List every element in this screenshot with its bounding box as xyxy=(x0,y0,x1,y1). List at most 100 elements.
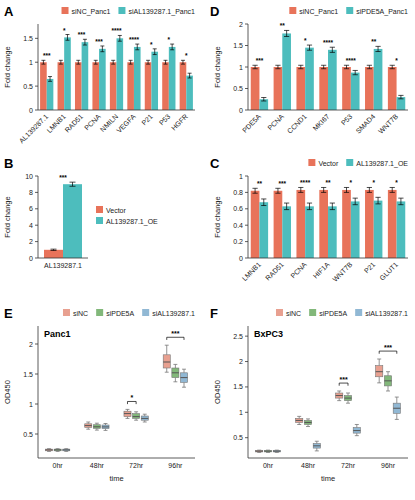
error-bar xyxy=(118,35,122,41)
x-tick-label: GLUT1 xyxy=(378,261,399,282)
box xyxy=(133,414,140,419)
median xyxy=(85,425,92,426)
y-tick-label: 2 xyxy=(29,341,33,348)
panel-label: D xyxy=(210,4,219,19)
error-bar xyxy=(153,49,157,55)
legend-swatch xyxy=(276,309,283,316)
error-bar xyxy=(390,65,395,68)
bar xyxy=(305,206,314,258)
y-tick-label: 0.5 xyxy=(23,431,33,438)
significance-stars: *** xyxy=(95,38,103,45)
y-axis xyxy=(248,326,249,458)
legend-label: siPDE5A xyxy=(106,310,134,317)
significance-stars: ** xyxy=(280,22,286,29)
error-bar xyxy=(83,39,87,45)
legend-label: siNC xyxy=(286,310,301,317)
bar xyxy=(117,38,124,110)
y-tick-label: 0.6 xyxy=(233,205,243,212)
whisker-high xyxy=(346,393,350,396)
x-axis xyxy=(248,258,408,259)
error-bar xyxy=(76,60,80,64)
box xyxy=(256,450,263,451)
y-tick xyxy=(245,110,248,111)
panel-label: E xyxy=(4,306,13,321)
y-axis-label: OD450 xyxy=(3,380,12,404)
x-tick-label: RAD51 xyxy=(63,113,84,134)
error-bar xyxy=(330,47,335,52)
median xyxy=(102,426,109,427)
y-tick-label: 1 xyxy=(239,64,243,71)
whisker-high xyxy=(182,369,186,373)
median xyxy=(304,422,311,423)
median xyxy=(93,426,100,427)
y-axis xyxy=(38,176,39,258)
y-tick xyxy=(245,258,248,259)
x-tick-label: LMNB1 xyxy=(241,261,263,283)
y-tick xyxy=(35,192,38,193)
y-tick xyxy=(35,208,38,209)
bar xyxy=(75,62,82,110)
x-tick-label: MKI67 xyxy=(311,113,330,132)
bar xyxy=(319,67,328,110)
legend: VectorAL139287.1_OE xyxy=(96,206,158,226)
bar xyxy=(127,62,134,110)
box xyxy=(45,449,52,451)
error-bar xyxy=(188,73,192,78)
bar xyxy=(186,76,193,110)
x-axis xyxy=(38,258,88,259)
error-bar xyxy=(344,187,349,192)
y-tick-label: 1 xyxy=(29,401,33,408)
y-tick xyxy=(35,86,38,87)
error-bar xyxy=(275,65,280,68)
legend-swatch xyxy=(308,159,315,166)
bar xyxy=(374,49,383,110)
x-axis xyxy=(38,110,195,111)
bar xyxy=(397,201,406,258)
y-tick-label: 0.8 xyxy=(233,189,243,196)
bar xyxy=(63,184,82,258)
median xyxy=(54,449,61,450)
median xyxy=(172,372,179,373)
whisker-high xyxy=(315,441,319,443)
error-bar xyxy=(94,60,98,64)
significance-stars: *** xyxy=(384,344,392,351)
bar xyxy=(374,201,383,258)
y-axis-label: Fold change xyxy=(213,46,222,87)
y-tick-label: 0.5 xyxy=(233,434,243,441)
box xyxy=(273,450,280,451)
legend-swatch xyxy=(289,7,296,14)
legend-swatch xyxy=(96,217,103,224)
error-bar xyxy=(367,65,372,68)
legend-swatch xyxy=(346,159,353,166)
x-tick-label: P21 xyxy=(363,261,377,275)
error-bar xyxy=(275,188,280,193)
box xyxy=(85,424,92,428)
y-axis-label: Fold change xyxy=(3,196,12,237)
bar xyxy=(328,206,337,258)
plot-area xyxy=(44,182,82,258)
legend: siNC_Panc1siPDE5A_Panc1 xyxy=(289,7,408,16)
whisker-high xyxy=(337,391,341,393)
legend-swatch xyxy=(96,206,103,213)
median xyxy=(124,413,131,414)
whisker-low xyxy=(315,448,319,451)
x-tick-label: VEGFA xyxy=(115,113,137,135)
median xyxy=(256,451,263,452)
bar xyxy=(251,67,260,110)
legend-swatch xyxy=(309,309,316,316)
y-tick xyxy=(245,88,248,89)
y-tick-label: 0.5 xyxy=(23,83,33,90)
error-bar xyxy=(353,70,358,74)
error-bar xyxy=(298,65,303,68)
x-tick-label: WNT7B xyxy=(377,113,400,136)
box xyxy=(304,420,311,424)
legend-swatch xyxy=(355,309,362,316)
significance-stars: *** xyxy=(78,31,86,38)
y-tick xyxy=(245,208,248,209)
y-tick-label: 0 xyxy=(239,107,243,114)
significance-stars: **** xyxy=(300,179,311,186)
y-tick xyxy=(35,258,38,259)
bar xyxy=(351,73,360,110)
legend: siNC_Panc1siAL139287.1_Panc1 xyxy=(62,7,196,16)
legend-label: siNC_Panc1 xyxy=(299,8,338,16)
